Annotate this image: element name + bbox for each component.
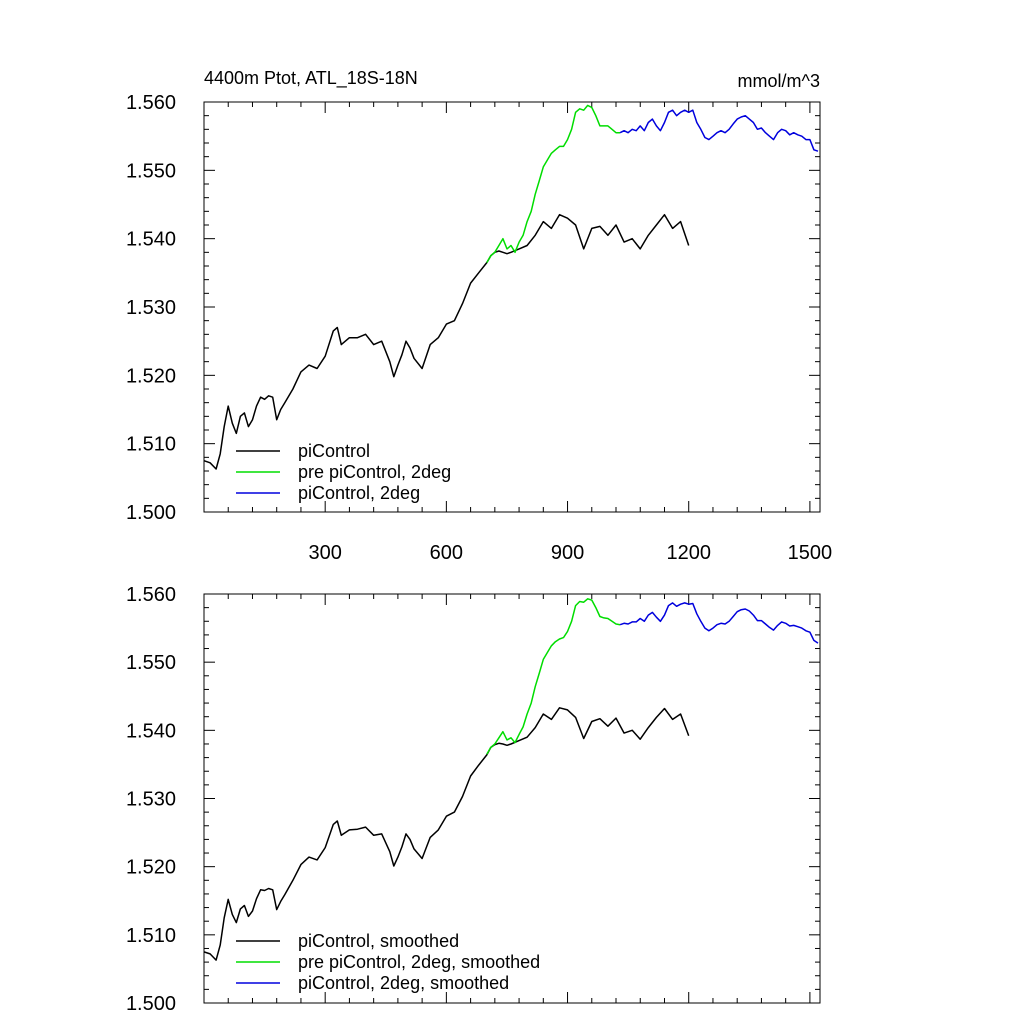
y-tick-label: 1.540: [126, 720, 176, 742]
top-panel: 1.500 1.510 1.520 1.530 1.540 1.550 1.560 300 60…: [126, 68, 832, 564]
y-tick-label: 1.530: [126, 789, 176, 811]
y-tick-label: 1.520: [126, 365, 176, 387]
y-tick-label: 1.510: [126, 925, 176, 947]
y-tick-label: 1.560: [126, 584, 176, 606]
y-tick-label: 1.510: [126, 434, 176, 456]
x-tick-label: 900: [551, 542, 584, 564]
series-line-pre-picontrol-2deg: [486, 104, 621, 263]
y-tick-label: 1.540: [126, 229, 176, 251]
y-tick-label: 1.550: [126, 160, 176, 182]
x-tick-label: 300: [308, 542, 341, 564]
chart-title: 4400m Ptot, ATL_18S-18N: [204, 68, 418, 89]
legend-label: pre piControl, 2deg, smoothed: [298, 952, 540, 972]
series-line-pre-picontrol-2deg-smoothed: [486, 598, 621, 755]
y-tick-label: 1.550: [126, 652, 176, 674]
series-line-picontrol-2deg-smoothed: [619, 602, 819, 644]
x-tick-label: 600: [430, 542, 463, 564]
y-tick-label: 1.500: [126, 993, 176, 1015]
y-tick-label: 1.530: [126, 297, 176, 319]
series-line-picontrol: [203, 213, 690, 470]
bottom-panel: 1.500 1.510 1.520 1.530 1.540 1.550 1.560 piCon…: [126, 584, 821, 1015]
y-tick-label: 1.560: [126, 92, 176, 114]
x-tick-label: 1500: [788, 542, 833, 564]
x-tick-label: 1200: [666, 542, 711, 564]
legend-label: pre piControl, 2deg: [298, 462, 451, 482]
legend-label: piControl, smoothed: [298, 931, 459, 951]
legend-label: piControl, 2deg, smoothed: [298, 973, 509, 993]
plot-frame: [203, 593, 821, 1004]
legend-label: piControl, 2deg: [298, 483, 420, 503]
plot-frame: [203, 101, 821, 513]
units-label: mmol/m^3: [738, 71, 820, 91]
y-tick-label: 1.500: [126, 502, 176, 524]
series-line-picontrol-smoothed: [203, 707, 690, 961]
series-line-picontrol-2deg: [619, 109, 819, 152]
legend-label: piControl: [298, 441, 370, 461]
y-tick-label: 1.520: [126, 857, 176, 879]
